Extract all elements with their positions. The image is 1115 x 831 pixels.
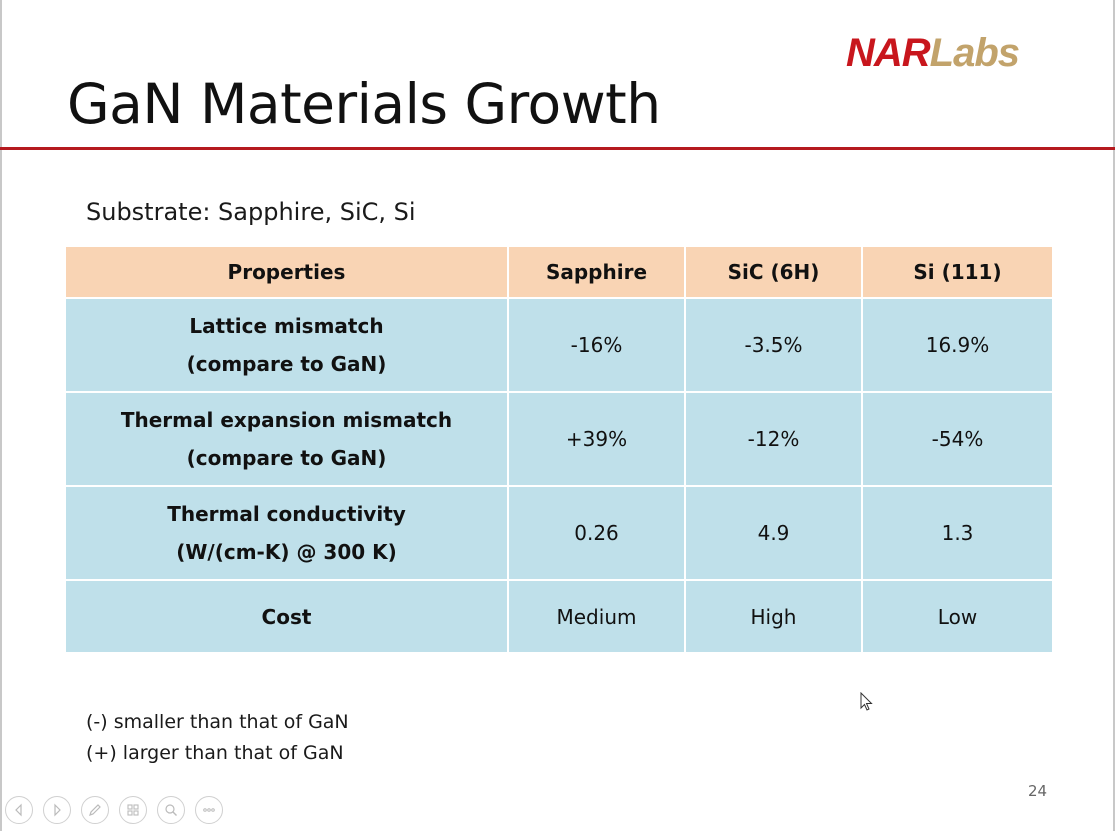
- table-header-row: Properties Sapphire SiC (6H) Si (111): [64, 245, 1054, 299]
- logo-part-labs: Labs: [929, 31, 1020, 75]
- cell-sapphire: -16%: [507, 297, 686, 393]
- row-label-line1: Lattice mismatch: [189, 314, 384, 338]
- slides-icon: [127, 804, 139, 816]
- slideshow-toolbar: [5, 796, 223, 826]
- row-label-line1: Thermal expansion mismatch: [120, 408, 453, 432]
- cell-si: 16.9%: [861, 297, 1054, 393]
- row-label: Thermal expansion mismatch (compare to G…: [64, 391, 509, 487]
- slide-right-border: [1113, 0, 1115, 831]
- next-icon: [54, 803, 61, 817]
- cell-sic: High: [684, 579, 863, 654]
- table-row-thermal-expansion: Thermal expansion mismatch (compare to G…: [64, 391, 1054, 487]
- slide-title: GaN Materials Growth: [67, 72, 661, 136]
- more-options-button[interactable]: [195, 796, 223, 824]
- footnotes: (-) smaller than that of GaN (+) larger …: [86, 707, 349, 769]
- cell-si: 1.3: [861, 485, 1054, 581]
- footnote-plus: (+) larger than that of GaN: [86, 742, 344, 764]
- title-divider: [0, 147, 1115, 150]
- substrate-properties-table: Properties Sapphire SiC (6H) Si (111) La…: [64, 245, 1054, 654]
- row-label-line1: Cost: [261, 604, 312, 629]
- column-header-properties: Properties: [64, 245, 509, 299]
- narlabs-logo: NARLabs: [846, 30, 1020, 76]
- cell-si: Low: [861, 579, 1054, 654]
- zoom-icon: [165, 804, 177, 816]
- pen-tool-button[interactable]: [81, 796, 109, 824]
- table-row-cost: Cost Medium High Low: [64, 579, 1054, 654]
- cell-sic: 4.9: [684, 485, 863, 581]
- page-number: 24: [1028, 782, 1048, 800]
- more-icon: [203, 808, 215, 812]
- row-label-line2: (compare to GaN): [186, 352, 387, 376]
- cell-sapphire: 0.26: [507, 485, 686, 581]
- previous-icon: [15, 803, 22, 817]
- cell-sic: -3.5%: [684, 297, 863, 393]
- mouse-pointer-icon: [860, 692, 873, 711]
- table-row-lattice-mismatch: Lattice mismatch (compare to GaN) -16% -…: [64, 297, 1054, 393]
- cell-sapphire: +39%: [507, 391, 686, 487]
- slide-left-border: [0, 0, 2, 831]
- column-header-sic: SiC (6H): [684, 245, 863, 299]
- row-label: Cost: [64, 579, 509, 654]
- see-all-slides-button[interactable]: [119, 796, 147, 824]
- column-header-sapphire: Sapphire: [507, 245, 686, 299]
- pen-icon: [89, 804, 101, 816]
- cell-si: -54%: [861, 391, 1054, 487]
- row-label-line1: Thermal conductivity: [167, 502, 406, 526]
- logo-part-nar: NAR: [846, 31, 931, 75]
- footnote-minus: (-) smaller than that of GaN: [86, 711, 349, 733]
- cell-sic: -12%: [684, 391, 863, 487]
- zoom-button[interactable]: [157, 796, 185, 824]
- cell-sapphire: Medium: [507, 579, 686, 654]
- row-label: Lattice mismatch (compare to GaN): [64, 297, 509, 393]
- row-label: Thermal conductivity (W/(cm-K) @ 300 K): [64, 485, 509, 581]
- row-label-line2: (W/(cm-K) @ 300 K): [176, 540, 397, 564]
- table-row-thermal-conductivity: Thermal conductivity (W/(cm-K) @ 300 K) …: [64, 485, 1054, 581]
- slide-subtitle: Substrate: Sapphire, SiC, Si: [86, 198, 416, 226]
- row-label-line2: (compare to GaN): [186, 446, 387, 470]
- next-slide-button[interactable]: [43, 796, 71, 824]
- column-header-si: Si (111): [861, 245, 1054, 299]
- previous-slide-button[interactable]: [5, 796, 33, 824]
